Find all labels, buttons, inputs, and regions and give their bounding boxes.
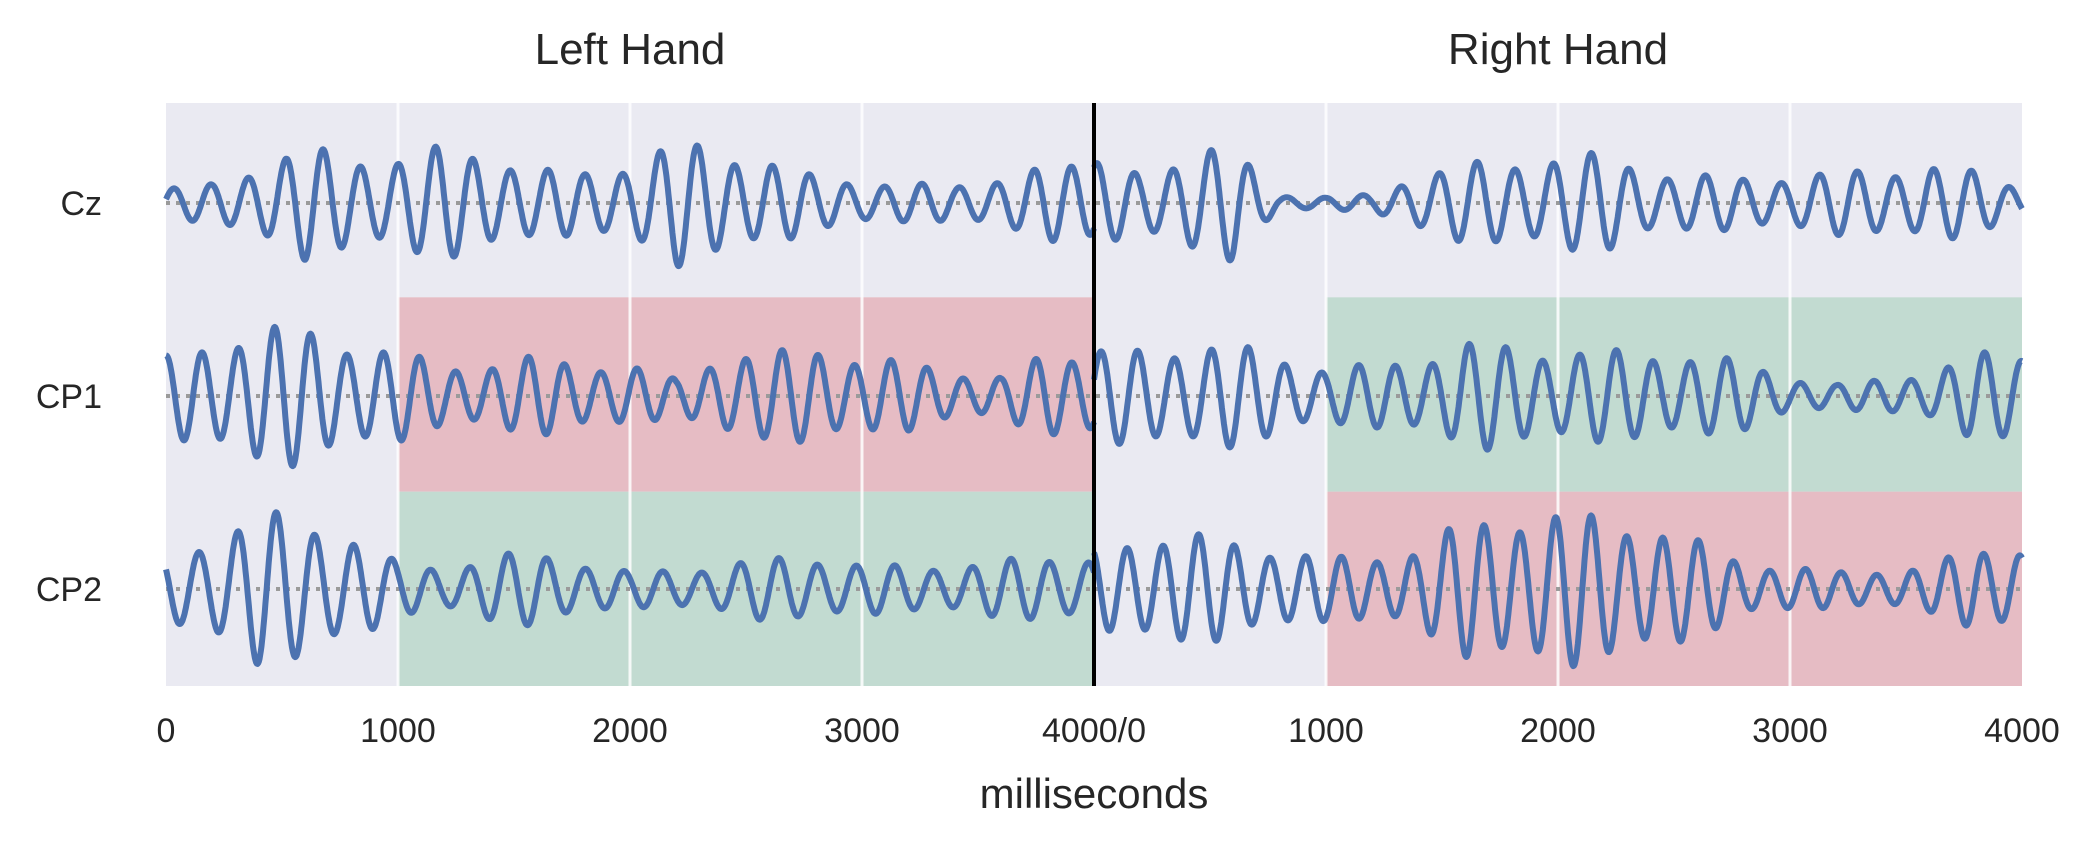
signal-trace-right-cz	[1091, 147, 2025, 264]
x-axis-label: milliseconds	[980, 770, 1209, 817]
signal-trace-right-cp2	[1091, 512, 2025, 670]
x-tick-label: 4000/0	[1042, 712, 1146, 750]
x-tick-label: 2000	[1520, 712, 1596, 750]
left-panel-title: Left Hand	[535, 25, 726, 74]
x-tick-label: 3000	[1752, 712, 1828, 750]
signal-trace-left-cp1	[163, 324, 1097, 470]
signal-trace-right-cp1	[1091, 340, 2025, 453]
signal-traces	[163, 142, 2025, 670]
x-tick-labels: 0 1000 2000 3000 4000/0 1000 2000 3000 4…	[157, 712, 2060, 750]
x-tick-label: 4000	[1984, 712, 2060, 750]
x-tick-label: 0	[157, 712, 176, 750]
channel-label-cz: Cz	[60, 185, 102, 223]
channel-label-cp1: CP1	[36, 378, 102, 416]
channel-label-cp2: CP2	[36, 571, 102, 609]
x-tick-label: 1000	[360, 712, 436, 750]
x-tick-label: 1000	[1288, 712, 1364, 750]
signal-trace-left-cp2	[163, 509, 1097, 667]
x-tick-label: 3000	[824, 712, 900, 750]
right-panel-title: Right Hand	[1448, 25, 1668, 74]
signal-trace-left-cz	[163, 142, 1097, 270]
x-tick-label: 2000	[592, 712, 668, 750]
